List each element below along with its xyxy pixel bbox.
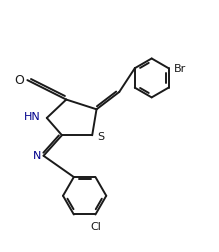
Text: O: O — [14, 73, 24, 86]
Text: N: N — [32, 150, 41, 160]
Text: S: S — [98, 132, 105, 142]
Text: HN: HN — [24, 112, 41, 122]
Text: Cl: Cl — [90, 222, 101, 232]
Text: Br: Br — [174, 64, 187, 74]
